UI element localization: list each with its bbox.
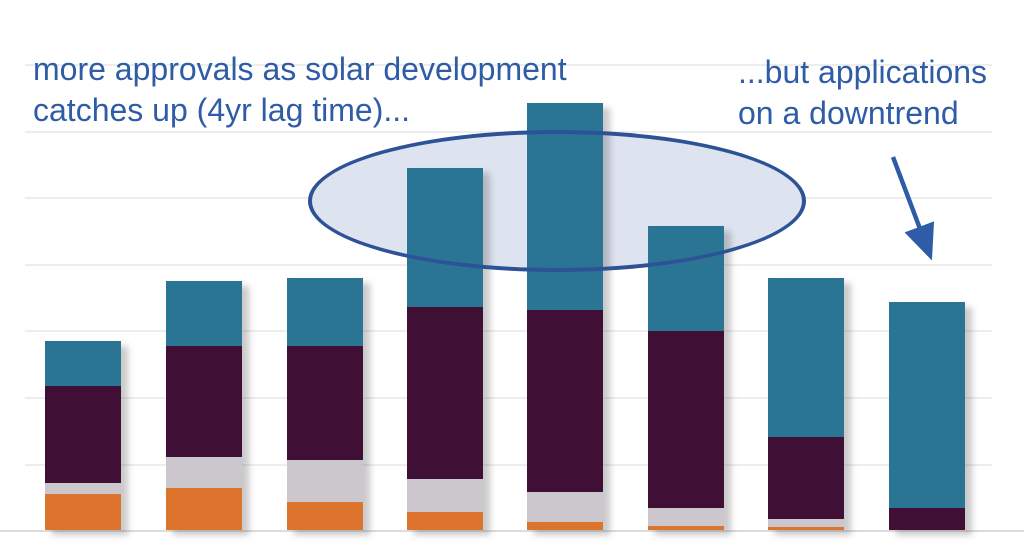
bar-1-segment-orange [45,494,121,530]
bar-5-segment-orange [527,522,603,530]
gridline [25,330,992,332]
bar-3-segment-orange [287,502,363,530]
bar-8 [889,302,965,530]
bar-6-segment-orange [648,526,724,530]
bar-4-segment-gray [407,479,483,512]
gridline [25,464,992,466]
bar-3-segment-teal [287,278,363,346]
bar-3 [287,278,363,530]
bar-5-segment-purple [527,310,603,492]
annotation-applications-line1: ...but applications [738,54,988,90]
annotation-approvals: more approvals as solar development catc… [33,49,567,131]
bar-4-segment-orange [407,512,483,530]
bar-7-segment-gray [768,519,844,527]
bar-2-segment-gray [166,457,242,488]
gridline [25,397,992,399]
bar-2-segment-teal [166,281,242,346]
annotation-approvals-line2: catches up (4yr lag time)... [33,92,411,128]
bar-2-segment-purple [166,346,242,457]
highlight-ellipse [308,130,806,272]
downtrend-arrow-icon [890,156,935,261]
bar-1-segment-purple [45,386,121,483]
bar-7-segment-purple [768,437,844,519]
bar-6-segment-gray [648,508,724,526]
bar-8-segment-purple [889,508,965,530]
baseline-gridline [0,530,1024,532]
annotation-applications: ...but applications on a downtrend [738,52,987,134]
bar-8-segment-teal [889,302,965,508]
bar-2 [166,281,242,530]
bar-6-segment-purple [648,331,724,508]
bar-5-segment-gray [527,492,603,522]
bar-3-segment-purple [287,346,363,460]
bar-1-segment-gray [45,483,121,494]
bar-1 [45,341,121,530]
gridline [25,64,992,66]
bar-2-segment-orange [166,488,242,530]
annotation-approvals-line1: more approvals as solar development [33,51,567,87]
bar-7 [768,278,844,530]
annotation-applications-line2: on a downtrend [738,95,959,131]
bar-6 [648,226,724,530]
bar-3-segment-gray [287,460,363,502]
bar-7-segment-orange [768,527,844,530]
bar-7-segment-teal [768,278,844,437]
bar-4-segment-purple [407,307,483,479]
bar-1-segment-teal [45,341,121,386]
